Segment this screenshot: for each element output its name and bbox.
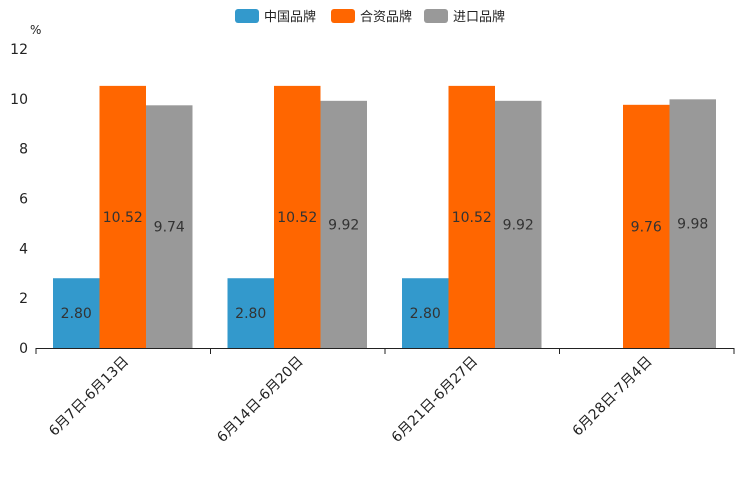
bar [402, 278, 449, 348]
y-tick-label: 4 [19, 241, 28, 257]
bar [274, 85, 321, 349]
y-tick-label: 8 [19, 142, 28, 158]
bar [495, 100, 542, 349]
x-tick-label: 6月28日-7月4日 [570, 354, 656, 440]
x-tick-label: 6月14日-6月20日 [214, 354, 306, 446]
data-label: 2.80 [235, 306, 266, 322]
y-axis-unit: % [30, 23, 41, 37]
x-axis: 6月7日-6月13日 6月14日-6月20日 6月21日-6月27日 6月28日-7月… [35, 348, 735, 446]
bar [448, 85, 495, 349]
data-label: 9.74 [154, 220, 185, 236]
bar [99, 85, 146, 349]
legend-swatch [424, 9, 448, 23]
legend-swatch [235, 9, 259, 23]
legend: 中国品牌 合资品牌 进口品牌 [235, 9, 505, 25]
bar [669, 99, 716, 348]
data-label: 2.80 [410, 306, 441, 322]
data-label: 9.92 [328, 217, 359, 233]
bar [623, 104, 670, 349]
data-label: 9.76 [631, 219, 662, 235]
data-label: 10.52 [277, 210, 317, 226]
x-tick-label: 6月21日-6月27日 [389, 354, 481, 446]
y-axis-ticks: 0 2 4 6 8 10 12 [10, 42, 28, 357]
y-tick-label: 12 [10, 42, 28, 58]
data-label: 9.98 [677, 217, 708, 233]
legend-label: 中国品牌 [264, 9, 316, 25]
y-tick-label: 2 [19, 291, 28, 307]
bar [146, 105, 193, 348]
y-tick-label: 10 [10, 92, 28, 108]
legend-label: 合资品牌 [360, 9, 412, 25]
data-label: 10.52 [103, 210, 143, 226]
bars: 2.80 2.80 2.80 10.52 10.52 10.52 9.76 9.74 9.92 9… [53, 85, 716, 349]
data-label: 9.92 [503, 217, 534, 233]
y-tick-label: 6 [19, 192, 28, 208]
bar [227, 278, 274, 348]
x-tick-label: 6月7日-6月13日 [46, 354, 132, 440]
data-label: 10.52 [452, 210, 492, 226]
bar [320, 100, 367, 349]
legend-swatch [331, 9, 355, 23]
bar [53, 278, 100, 348]
legend-label: 进口品牌 [453, 9, 505, 25]
data-label: 2.80 [61, 306, 92, 322]
y-tick-label: 0 [19, 341, 28, 357]
